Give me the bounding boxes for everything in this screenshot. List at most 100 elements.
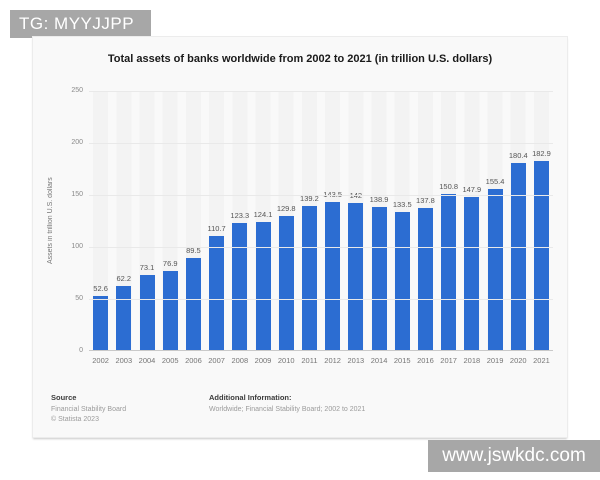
bar-value-label-2015: 133.5 [392,200,412,210]
y-tick-label-100: 100 [71,243,83,250]
bar-column-2014: 138.9 [367,91,390,351]
bar-2006[interactable] [185,257,201,351]
additional-info-heading: Additional Information: [209,393,292,402]
chart-title: Total assets of banks worldwide from 200… [107,53,493,65]
bar-value-label-2005: 76.9 [162,259,178,269]
x-tick-label-2008: 2008 [231,356,249,365]
bar-value-label-2003: 62.2 [116,274,132,284]
bar-2020[interactable] [510,163,526,351]
source-block: Source Financial Stability Board © Stati… [51,393,126,425]
gridline-200 [89,143,553,144]
bar-2016[interactable] [417,207,433,351]
plot-area: 52.6 62.2 73.1 76.9 89.5 110.7 123.3 124.1 129.8… [89,91,553,351]
bar-column-2007: 110.7 [205,91,228,351]
x-tick-label-2007: 2007 [208,356,225,365]
bar-column-2006: 89.5 [182,91,205,351]
copyright-line: © Statista 2023 [51,416,99,424]
bar-column-2018: 147.9 [460,91,483,351]
x-tick-label-2016: 2016 [417,356,434,365]
bar-2008[interactable] [232,222,248,351]
y-tick-label-50: 50 [75,295,83,302]
x-tick-label-2021: 2021 [533,356,550,365]
bar-column-2003: 62.2 [112,91,135,351]
bar-value-label-2004: 73.1 [139,262,155,272]
x-tick-label-2015: 2015 [393,356,411,365]
bar-value-label-2017: 150.8 [439,182,459,192]
bar-2015[interactable] [394,212,410,351]
x-tick-label-2010: 2010 [277,356,295,365]
bar-column-2004: 73.1 [135,91,158,351]
x-tick-label-2005: 2005 [161,356,179,365]
x-axis-line [89,350,553,351]
bar-2009[interactable] [255,221,271,351]
bar-column-2008: 123.3 [228,91,251,351]
bar-column-2002: 52.6 [89,91,112,351]
bar-2021[interactable] [533,160,549,351]
bar-value-label-2012: 143.5 [323,190,342,199]
bar-2011[interactable] [301,206,317,351]
bar-value-label-2008: 123.3 [230,210,250,220]
x-tick-label-2004: 2004 [138,356,156,365]
bar-column-2020: 180.4 [507,91,530,351]
bar-column-2019: 155.4 [483,91,506,351]
x-tick-label-2011: 2011 [301,356,318,365]
y-tick-label-0: 0 [79,347,83,354]
source-heading: Source [51,393,77,402]
x-tick-label-2003: 2003 [115,356,133,365]
x-tick-label-2013: 2013 [347,356,365,365]
bar-value-label-2019: 155.4 [485,177,505,187]
bar-2017[interactable] [441,194,457,351]
bar-column-2015: 133.5 [391,91,414,351]
bar-value-label-2006: 89.5 [186,245,201,255]
bar-2018[interactable] [464,197,480,351]
bar-value-label-2009: 124.1 [253,209,273,219]
bar-2014[interactable] [371,206,387,351]
bar-column-2012: 143.5 [321,91,344,351]
statistic-card: Total assets of banks worldwide from 200… [32,36,568,438]
bar-2010[interactable] [278,216,294,351]
bar-2007[interactable] [209,235,225,351]
bar-2004[interactable] [139,274,155,351]
x-tick-label-2006: 2006 [185,356,202,365]
bar-value-label-2014: 138.9 [369,194,389,204]
gridline-150 [89,195,553,196]
y-tick-label-150: 150 [71,191,83,198]
x-tick-label-2014: 2014 [370,356,388,365]
x-tick-label-2018: 2018 [463,356,481,365]
x-tick-label-2019: 2019 [486,356,504,365]
bar-2003[interactable] [116,286,132,351]
x-tick-label-2017: 2017 [440,356,457,365]
bar-value-label-2021: 182.9 [532,148,551,158]
x-tick-label-2012: 2012 [324,356,341,365]
bar-value-label-2020: 180.4 [508,151,528,161]
bar-value-label-2011: 139.2 [300,194,319,204]
additional-info-block: Additional Information: Worldwide; Finan… [209,393,365,415]
bar-2019[interactable] [487,189,503,351]
bar-value-label-2018: 147.9 [462,185,482,195]
top-watermark-label: TG: MYYJJPP [10,10,151,38]
bar-2012[interactable] [325,201,341,351]
bar-2013[interactable] [348,203,364,351]
bar-column-2010: 129.8 [275,91,298,351]
bar-column-2021: 182.9 [530,91,553,351]
bar-2002[interactable] [93,296,109,351]
x-tick-label-2009: 2009 [254,356,272,365]
bar-column-2013: 142 [344,91,367,351]
bar-column-2011: 139.2 [298,91,321,351]
additional-info-text: Worldwide; Financial Stability Board; 20… [209,406,366,413]
bar-value-label-2002: 52.6 [93,284,108,294]
bottom-watermark-label: www.jswkdc.com [428,440,600,472]
gridline-100 [89,247,553,248]
bar-series: 52.6 62.2 73.1 76.9 89.5 110.7 123.3 124.1 129.8… [89,91,553,351]
x-tick-label-2020: 2020 [509,356,527,365]
bar-column-2016: 137.8 [414,91,437,351]
x-axis-ticks: 2002 2003 2004 2005 2006 2007 2008 2009 2010 2011… [89,356,553,365]
source-name: Financial Stability Board [51,406,127,413]
bar-column-2017: 150.8 [437,91,460,351]
bar-2005[interactable] [162,271,178,351]
bar-column-2009: 124.1 [251,91,274,351]
x-tick-label-2002: 2002 [92,356,109,365]
bar-value-label-2016: 137.8 [416,195,435,205]
bar-value-label-2007: 110.7 [207,223,226,233]
